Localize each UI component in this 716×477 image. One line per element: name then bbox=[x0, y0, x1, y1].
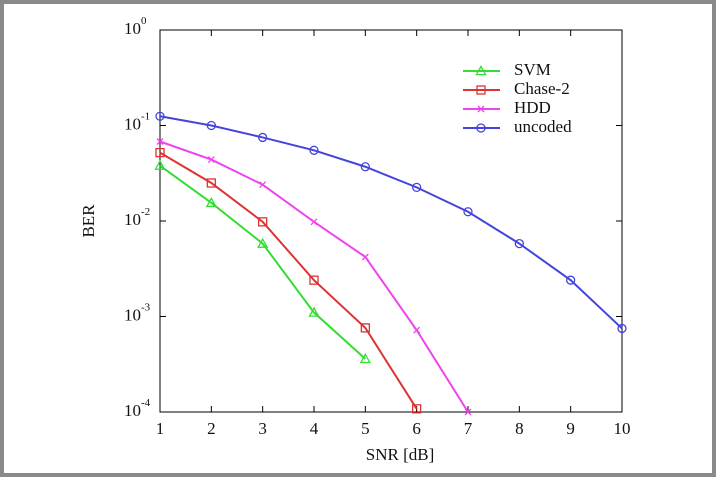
y-tick-label: 100 bbox=[124, 15, 147, 38]
marker bbox=[155, 111, 165, 121]
x-tick-label: 3 bbox=[258, 419, 267, 438]
y-tick-label: 10-2 bbox=[124, 206, 150, 229]
x-tick-label: 6 bbox=[412, 419, 421, 438]
y-tick-base: 10 bbox=[124, 210, 141, 229]
y-tick-label: 10-4 bbox=[124, 397, 151, 420]
legend-label: Chase-2 bbox=[514, 79, 570, 98]
y-tick-base: 10 bbox=[124, 401, 141, 420]
y-tick-base: 10 bbox=[124, 19, 141, 38]
marker bbox=[258, 132, 268, 143]
marker bbox=[566, 275, 576, 285]
y-tick-exponent: -4 bbox=[141, 397, 151, 409]
x-tick-label: 2 bbox=[207, 419, 216, 438]
y-tick-exponent: -1 bbox=[141, 110, 150, 122]
marker bbox=[477, 105, 485, 113]
y-tick-base: 10 bbox=[124, 114, 141, 133]
chart: SNR [dB] BER 1 2 3 4 5 6 7 8 9 1010-410-310-210-1… bbox=[79, 15, 631, 464]
marker bbox=[206, 178, 216, 188]
marker bbox=[464, 408, 472, 416]
x-tick-label: 4 bbox=[310, 419, 319, 438]
x-tick-label: 5 bbox=[361, 419, 370, 438]
y-tick-label: 10-3 bbox=[124, 301, 151, 324]
y-tick-label: 10-1 bbox=[124, 110, 150, 133]
marker bbox=[412, 404, 422, 414]
marker bbox=[360, 323, 370, 333]
x-axis-label: SNR [dB] bbox=[366, 445, 434, 464]
marker bbox=[257, 237, 269, 248]
marker bbox=[361, 253, 369, 261]
marker bbox=[154, 159, 166, 170]
marker bbox=[617, 323, 627, 334]
marker bbox=[309, 145, 319, 155]
legend-label: uncoded bbox=[514, 117, 572, 136]
series-line bbox=[159, 115, 623, 330]
x-tick-label: 10 bbox=[614, 419, 631, 438]
y-tick-exponent: -2 bbox=[141, 206, 150, 218]
marker bbox=[156, 138, 164, 145]
marker bbox=[412, 182, 422, 193]
marker bbox=[359, 353, 371, 364]
x-tick-label: 1 bbox=[156, 419, 165, 438]
x-tick-label: 9 bbox=[566, 419, 575, 438]
marker bbox=[259, 181, 267, 189]
marker bbox=[308, 306, 320, 317]
legend-label: HDD bbox=[514, 98, 551, 117]
marker bbox=[476, 123, 486, 133]
marker bbox=[309, 275, 319, 285]
x-tick-label: 7 bbox=[464, 419, 473, 438]
marker bbox=[310, 218, 318, 226]
marker bbox=[476, 85, 486, 95]
marker bbox=[206, 120, 216, 131]
y-axis-label: BER bbox=[79, 204, 98, 238]
series-line bbox=[159, 151, 418, 410]
legend-label: SVM bbox=[514, 60, 551, 79]
x-tick-label: 8 bbox=[515, 419, 524, 438]
marker bbox=[475, 65, 487, 76]
y-tick-base: 10 bbox=[124, 305, 141, 324]
y-tick-exponent: 0 bbox=[141, 15, 147, 27]
marker bbox=[463, 207, 473, 217]
y-tick-exponent: -3 bbox=[141, 301, 151, 313]
marker bbox=[413, 326, 421, 334]
marker bbox=[207, 156, 215, 164]
series-line bbox=[159, 164, 367, 360]
marker bbox=[258, 217, 268, 227]
marker bbox=[514, 238, 524, 249]
marker bbox=[360, 162, 370, 172]
marker bbox=[155, 147, 165, 158]
marker bbox=[205, 196, 217, 208]
